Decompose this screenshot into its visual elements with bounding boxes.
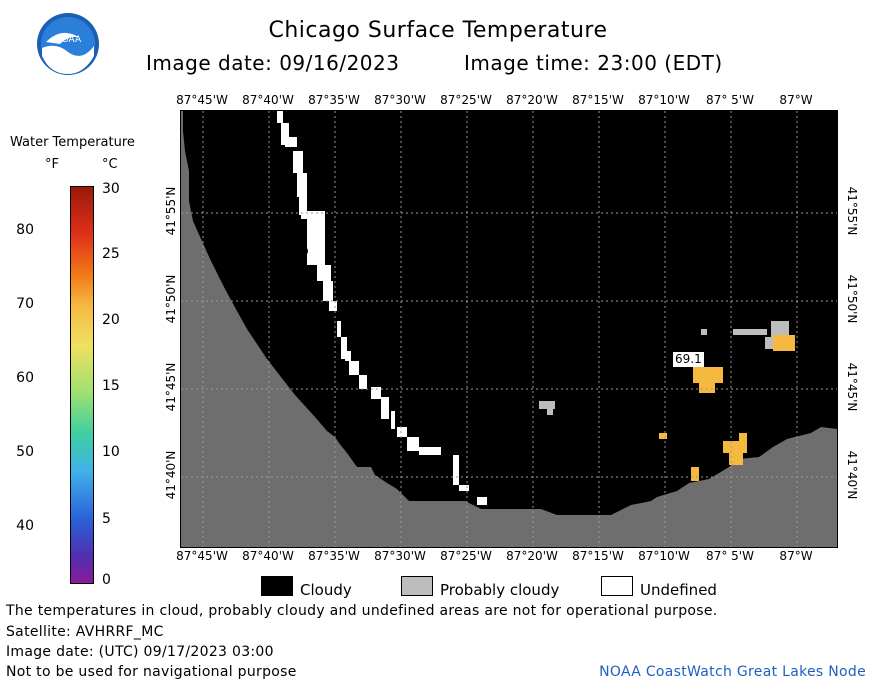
- lon-label-bottom-3: 87°30'W: [374, 549, 426, 563]
- lon-label-bottom-7: 87°10'W: [638, 549, 690, 563]
- city-label: Chicago: [229, 253, 294, 272]
- colorbar-f-tick-2: 60: [16, 370, 34, 386]
- lon-label-top-5: 87°20'W: [506, 93, 558, 107]
- colorbar-c-tick-5: 5: [102, 511, 111, 527]
- lon-label-top-9: 87°W: [779, 93, 813, 107]
- lon-label-top-4: 87°25'W: [440, 93, 492, 107]
- colorbar-c-tick-4: 10: [102, 444, 120, 460]
- legend-cloudy-label: Cloudy: [300, 581, 352, 599]
- logo-text: NOAA: [55, 35, 82, 45]
- lon-label-bottom-0: 87°45'W: [176, 549, 228, 563]
- cloudy-lake-area: [183, 111, 837, 515]
- noaa-logo: NOAA: [36, 12, 100, 76]
- temperature-map: [180, 110, 838, 548]
- colorbar-unit-f: °F: [45, 157, 59, 172]
- colorbar-c-tick-3: 15: [102, 378, 120, 394]
- graticule: [181, 111, 837, 547]
- colorbar: [70, 186, 94, 584]
- colorbar-c-tick-0: 30: [102, 181, 120, 197]
- navigation-note: Not to be used for navigational purpose: [6, 664, 297, 680]
- lat-label-right-1: 41°50'N: [845, 274, 859, 324]
- lat-label-right-2: 41°45'N: [845, 362, 859, 412]
- legend-probably-cloudy-label: Probably cloudy: [440, 581, 560, 599]
- image-time: Image time: 23:00 (EDT): [464, 51, 723, 75]
- satellite-text: Satellite: AVHRRF_MC: [6, 624, 164, 640]
- lon-label-top-6: 87°15'W: [572, 93, 624, 107]
- map-title: Chicago Surface Temperature: [268, 18, 608, 43]
- lon-label-bottom-5: 87°20'W: [506, 549, 558, 563]
- lat-label-right-3: 41°40'N: [845, 450, 859, 500]
- lon-label-bottom-6: 87°15'W: [572, 549, 624, 563]
- lon-label-top-1: 87°40'W: [242, 93, 294, 107]
- undefined-pixels: [277, 111, 487, 505]
- lat-label-left-0: 41°55'N: [164, 186, 178, 236]
- lat-label-left-1: 41°50'N: [164, 274, 178, 324]
- colorbar-c-tick-6: 0: [102, 572, 111, 588]
- lon-label-bottom-8: 87° 5'W: [706, 549, 754, 563]
- colorbar-title: Water Temperature: [10, 135, 135, 150]
- colorbar-f-tick-3: 50: [16, 444, 34, 460]
- colorbar-f-tick-1: 70: [16, 296, 34, 312]
- legend-probably-cloudy-swatch: [401, 576, 433, 596]
- legend-undefined-swatch: [601, 576, 633, 596]
- lon-label-bottom-1: 87°40'W: [242, 549, 294, 563]
- colorbar-f-tick-0: 80: [16, 222, 34, 238]
- colorbar-c-tick-2: 20: [102, 312, 120, 328]
- colorbar-c-tick-1: 25: [102, 246, 120, 262]
- lon-label-top-3: 87°30'W: [374, 93, 426, 107]
- lon-label-top-8: 87° 5'W: [706, 93, 754, 107]
- lon-label-bottom-2: 87°35'W: [308, 549, 360, 563]
- credit-text: NOAA CoastWatch Great Lakes Node: [599, 664, 866, 680]
- colorbar-unit-c: °C: [102, 157, 118, 172]
- warm-water-pixels: [659, 335, 795, 481]
- colorbar-f-tick-4: 40: [16, 518, 34, 534]
- utc-date-text: Image date: (UTC) 09/17/2023 03:00: [6, 644, 274, 660]
- legend-undefined-label: Undefined: [640, 581, 717, 599]
- chicago-marker: [298, 246, 308, 256]
- lat-label-left-3: 41°40'N: [164, 450, 178, 500]
- lat-label-right-0: 41°55'N: [845, 186, 859, 236]
- lon-label-top-2: 87°35'W: [308, 93, 360, 107]
- lon-label-top-0: 87°45'W: [176, 93, 228, 107]
- lat-label-left-2: 41°45'N: [164, 362, 178, 412]
- legend-cloudy-swatch: [261, 576, 293, 596]
- lon-label-top-7: 87°10'W: [638, 93, 690, 107]
- disclaimer-text: The temperatures in cloud, probably clou…: [6, 603, 718, 619]
- lon-label-bottom-4: 87°25'W: [440, 549, 492, 563]
- lon-label-bottom-9: 87°W: [779, 549, 813, 563]
- sample-value-label: 69.1: [673, 352, 704, 367]
- image-date: Image date: 09/16/2023: [146, 51, 400, 75]
